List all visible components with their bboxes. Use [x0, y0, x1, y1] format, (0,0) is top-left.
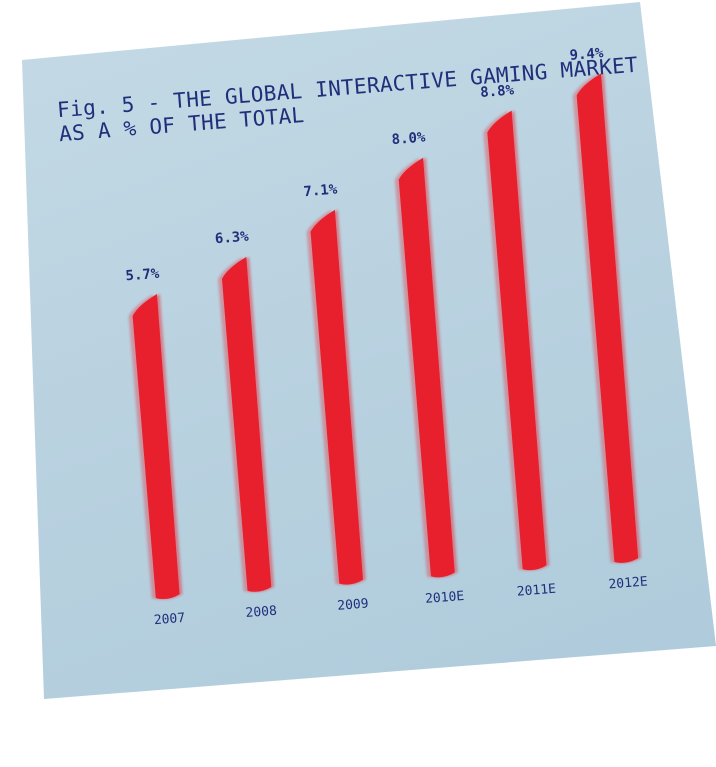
- bar-2009: [306, 209, 367, 585]
- value-label: 5.7%: [125, 266, 160, 285]
- value-label: 6.3%: [214, 229, 249, 248]
- bar-2008: [217, 256, 275, 593]
- chart-area: Fig. 5 - THE GLOBAL INTERACTIVE GAMING M…: [34, 14, 716, 767]
- category-label: 2007: [153, 611, 185, 628]
- category-label: 2010E: [425, 589, 465, 607]
- category-label: 2012E: [608, 574, 648, 592]
- category-label: 2008: [245, 604, 277, 621]
- bar-stroke: [398, 157, 455, 578]
- value-label: 8.8%: [480, 82, 515, 101]
- bar-2007: [128, 293, 183, 600]
- value-label: 7.1%: [303, 182, 338, 201]
- category-label: 2011E: [516, 582, 556, 600]
- bar-2012E: [572, 73, 642, 564]
- value-label: 8.0%: [391, 129, 426, 148]
- bar-stroke: [310, 209, 364, 585]
- bar-plot: 5.7% 2007 6.3% 2008 7.1% 2009 8.0% 2010E 8.8% 201…: [125, 45, 648, 628]
- bar-2010E: [394, 157, 458, 578]
- bar-stroke: [132, 294, 180, 599]
- value-label: 9.4%: [569, 45, 604, 64]
- chart-stage: Fig. 5 - THE GLOBAL INTERACTIVE GAMING M…: [22, 2, 716, 699]
- bar-stroke: [487, 110, 547, 571]
- category-label: 2009: [337, 596, 369, 613]
- bar-2011E: [483, 110, 550, 571]
- bar-stroke: [576, 73, 639, 563]
- bar-stroke: [221, 256, 272, 592]
